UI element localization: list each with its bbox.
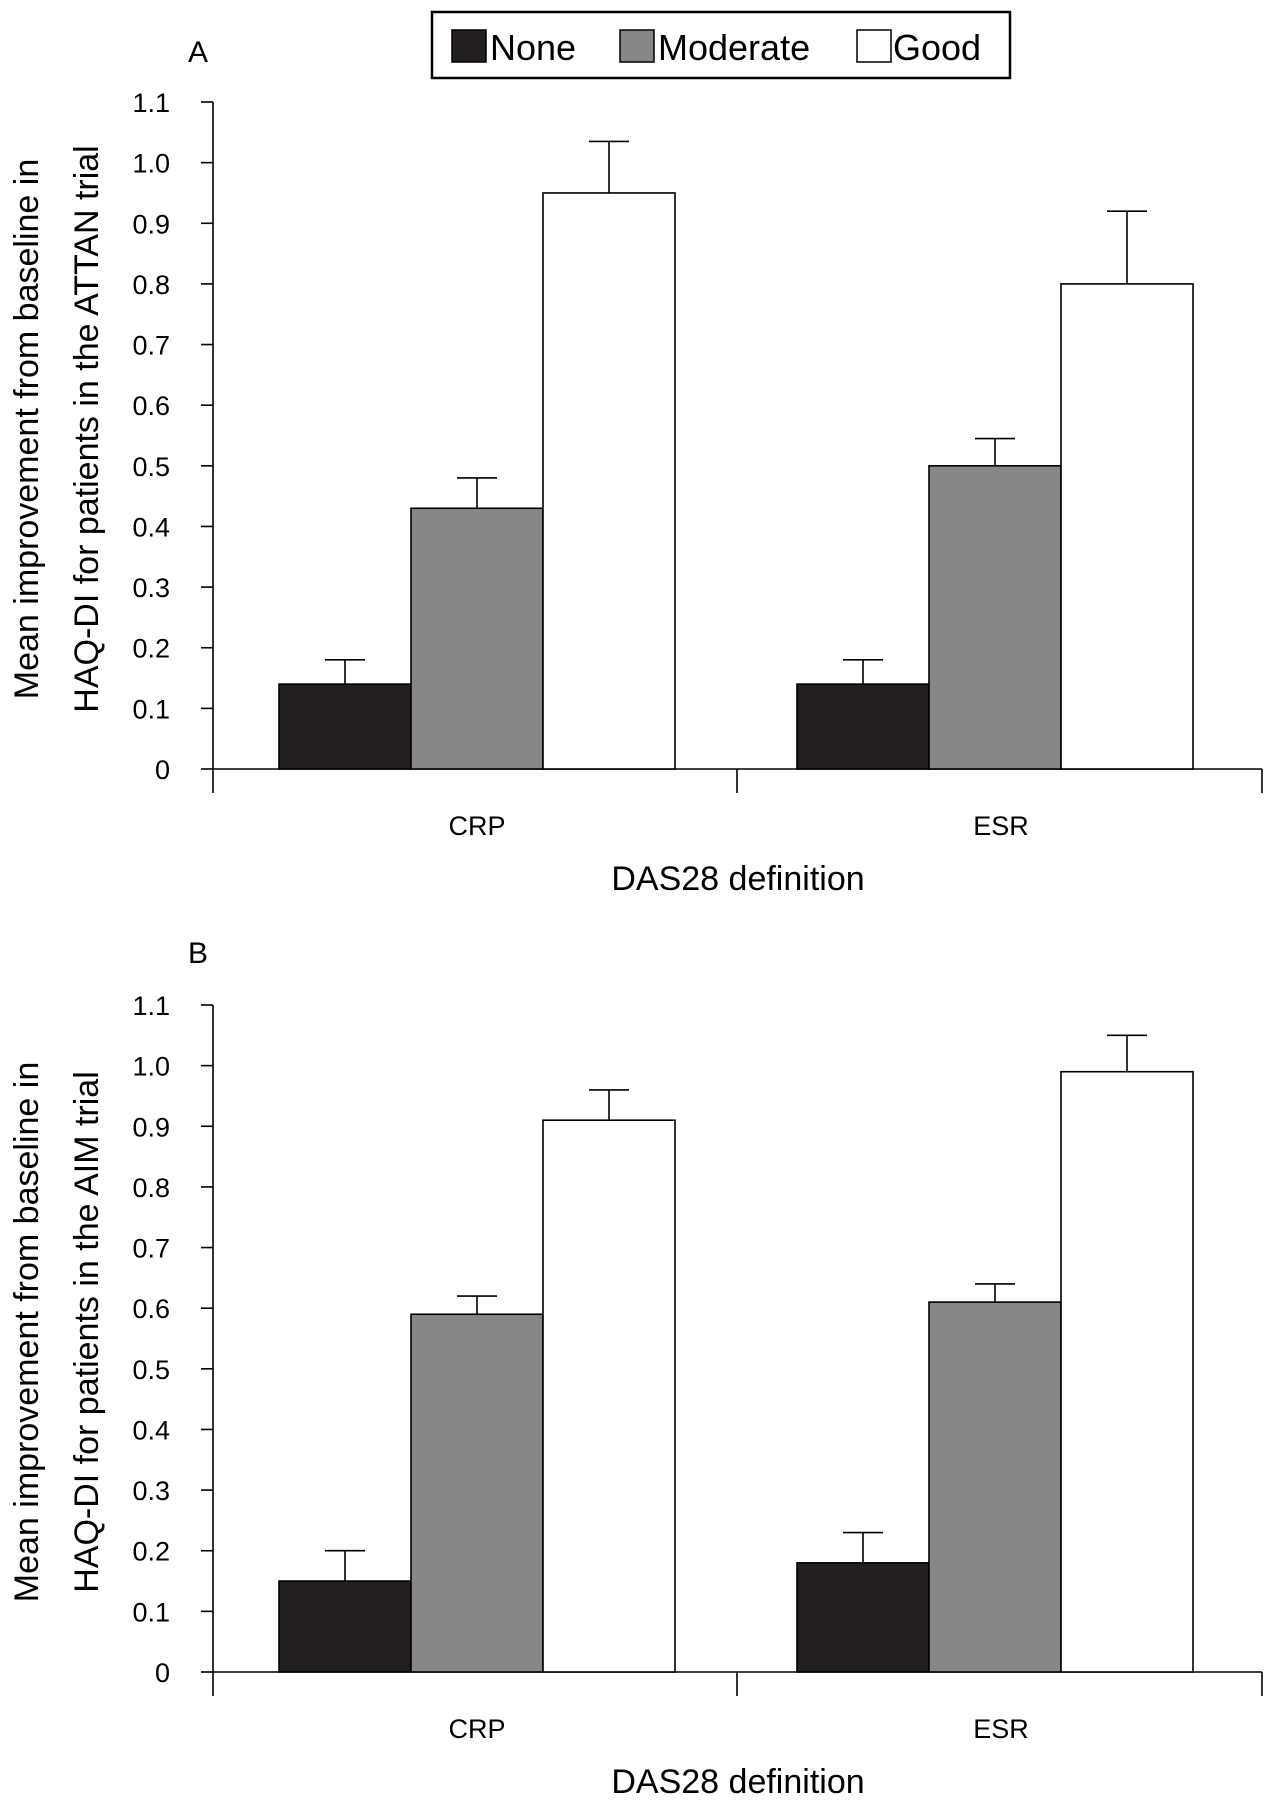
panel-a-bar-moderate-esr xyxy=(928,465,1062,770)
legend-box xyxy=(430,10,1012,80)
legend-swatch-none xyxy=(451,29,487,63)
panel-a-y-tick-label-5: 0.5 xyxy=(132,452,170,482)
panel-a: A 0 0.1 0.2 0.3 0.4 0.5 0.6 0.7 0.8 0.9 1.0 1.1 CRP… xyxy=(8,36,1263,898)
panel-b-bar-good-crp xyxy=(542,1119,676,1673)
panel-a-category-label-crp: CRP xyxy=(448,811,505,841)
panel-a-y-tick-label-6: 0.6 xyxy=(132,391,170,421)
panel-b-category-label-crp: CRP xyxy=(448,1714,505,1744)
panel-b-x-axis-title: DAS28 definition xyxy=(611,1763,864,1800)
panel-b-letter: B xyxy=(188,937,208,970)
panel-a-category-label-esr: ESR xyxy=(973,811,1029,841)
panel-a-labels: CRP ESR DAS28 definition Mean improvemen… xyxy=(8,145,1029,898)
panel-b-y-tick-label-2: 0.2 xyxy=(132,1537,170,1567)
panel-b-labels: CRP ESR DAS28 definition Mean improvemen… xyxy=(8,1062,1029,1800)
legend-label-none: None xyxy=(490,27,576,68)
panel-a-y-tick-label-0: 0 xyxy=(155,755,170,785)
panel-a-bar-none-crp xyxy=(278,683,412,770)
panel-b-y-tick-label-7: 0.7 xyxy=(132,1234,170,1264)
panel-a-y-tick-label-9: 0.9 xyxy=(132,209,170,239)
panel-b-y-tick-label-3: 0.3 xyxy=(132,1476,170,1506)
panel-b-y-tick-label-4: 0.4 xyxy=(132,1415,170,1445)
panel-b-y-axis-title-line2: HAQ-DI for patients in the AIM trial xyxy=(68,1071,106,1593)
panel-b-y-tick-label-8: 0.8 xyxy=(132,1173,170,1203)
panel-b-bar-moderate-crp xyxy=(410,1313,544,1673)
panel-a-y-tick-label-1: 0.1 xyxy=(132,694,170,724)
panel-a-letter: A xyxy=(188,36,208,69)
panel-b-y-tick-label-10: 1.0 xyxy=(132,1052,170,1082)
panel-a-bar-moderate-crp xyxy=(410,507,544,770)
panel-b-y-tick-label-6: 0.6 xyxy=(132,1294,170,1324)
panel-b-bar-moderate-esr xyxy=(928,1301,1062,1673)
panel-b-bar-none-esr xyxy=(796,1562,930,1673)
legend-label-moderate: Moderate xyxy=(658,27,810,68)
legend-label-good: Good xyxy=(893,27,981,68)
panel-a-y-tick-label-7: 0.7 xyxy=(132,331,170,361)
panel-a-bars xyxy=(278,140,1194,770)
panel-a-y-tick-label-10: 1.0 xyxy=(132,149,170,179)
panel-a-y-tick-label-8: 0.8 xyxy=(132,270,170,300)
panel-b-y-axis-title-line1: Mean improvement from baseline in xyxy=(8,1062,46,1602)
panel-a-x-axis-title: DAS28 definition xyxy=(611,860,864,898)
panel-a-y-axis-title-line2: HAQ-DI for patients in the ATTAN trial xyxy=(68,145,106,712)
panel-a-bar-good-crp xyxy=(542,192,676,770)
panel-b-bar-good-esr xyxy=(1060,1070,1194,1673)
panel-b-y-tick-label-5: 0.5 xyxy=(132,1355,170,1385)
panel-b-bar-none-crp xyxy=(278,1580,412,1673)
panel-a-y-axis-title-line1: Mean improvement from baseline in xyxy=(8,159,46,699)
panel-a-y-tick-label-11: 1.1 xyxy=(132,88,170,118)
panel-a-y-tick-label-3: 0.3 xyxy=(132,573,170,603)
panel-b-y-tick-label-9: 0.9 xyxy=(132,1112,170,1142)
panel-a-bar-none-esr xyxy=(796,683,930,770)
panel-a-y-tick-label-4: 0.4 xyxy=(132,512,170,542)
panel-b-category-label-esr: ESR xyxy=(973,1714,1029,1744)
panel-b-y-tick-label-1: 0.1 xyxy=(132,1597,170,1627)
panel-b-y-tick-label-11: 1.1 xyxy=(132,991,170,1021)
legend-swatch-good xyxy=(856,29,892,63)
panel-a-y-tick-label-2: 0.2 xyxy=(132,634,170,664)
panel-b-y-tick-label-0: 0 xyxy=(155,1658,170,1688)
panel-b: B 0 0.1 0.2 0.3 0.4 0.5 0.6 0.7 0.8 0.9 1.0 1.1 CRP… xyxy=(8,937,1263,1800)
legend: None Moderate Good xyxy=(430,10,1012,80)
legend-swatch-moderate xyxy=(619,29,655,63)
panel-b-bars xyxy=(278,1034,1194,1673)
panel-a-bar-good-esr xyxy=(1060,283,1194,770)
